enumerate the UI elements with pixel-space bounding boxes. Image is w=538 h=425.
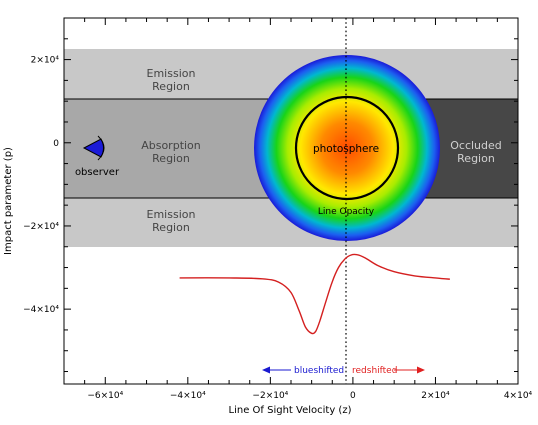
- y-tick-label: −2×10⁴: [23, 222, 59, 232]
- absorption-label-2: Region: [152, 152, 190, 165]
- blueshift-arrowhead: [262, 366, 270, 374]
- x-tick-label: 4×10⁴: [504, 391, 533, 401]
- y-axis-label: Impact parameter (p): [3, 147, 14, 255]
- x-tick-label: −4×10⁴: [170, 391, 206, 401]
- occluded-label-2: Region: [457, 152, 495, 165]
- emission-bottom-label-2: Region: [152, 221, 190, 234]
- x-tick-label: −6×10⁴: [87, 391, 123, 401]
- absorption-label-1: Absorption: [141, 139, 201, 152]
- y-tick-label: 0: [53, 139, 59, 149]
- occluded-label-1: Occluded: [450, 139, 502, 152]
- emission-top-label-2: Region: [152, 80, 190, 93]
- redshift-arrowhead: [417, 366, 425, 374]
- x-tick-label: −2×10⁴: [252, 391, 288, 401]
- blueshift-label: blueshifted: [294, 366, 344, 376]
- emission-bottom-label-1: Emission: [147, 208, 196, 221]
- line-profile-curve: [179, 253, 450, 335]
- redshift-label: redshifted: [352, 366, 397, 376]
- x-tick-label: 0: [350, 391, 356, 401]
- emission-top-label-1: Emission: [147, 67, 196, 80]
- x-tick-label: 2×10⁴: [421, 391, 450, 401]
- photosphere-circle: [294, 95, 400, 201]
- y-tick-label: 2×10⁴: [31, 56, 60, 66]
- x-axis-label: Line Of Sight Velocity (z): [229, 405, 352, 416]
- observer-lens-arc: [97, 135, 105, 161]
- y-tick-label: −4×10⁴: [23, 305, 59, 315]
- star-disk: [254, 55, 440, 241]
- observer-label: observer: [75, 167, 120, 178]
